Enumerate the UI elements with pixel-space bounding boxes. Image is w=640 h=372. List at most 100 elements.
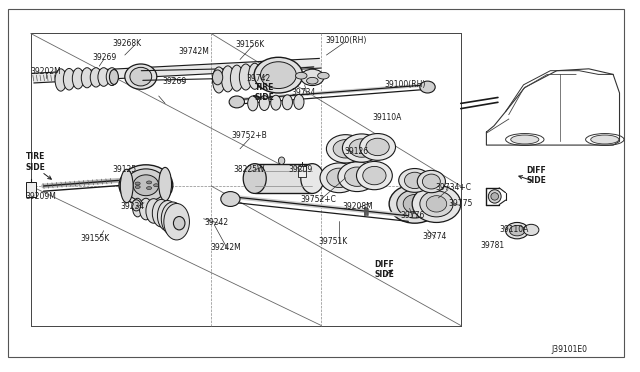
Bar	[26, 182, 36, 197]
Ellipse shape	[422, 174, 440, 189]
Ellipse shape	[260, 62, 296, 89]
Text: 39775: 39775	[448, 199, 472, 208]
Ellipse shape	[326, 135, 365, 163]
Text: 39752+C: 39752+C	[301, 195, 337, 203]
Ellipse shape	[90, 68, 102, 87]
Ellipse shape	[146, 199, 161, 223]
Ellipse shape	[278, 157, 285, 164]
Text: 39269: 39269	[162, 77, 186, 86]
Text: 39110A: 39110A	[372, 113, 402, 122]
Ellipse shape	[147, 181, 152, 184]
Ellipse shape	[248, 96, 258, 111]
Ellipse shape	[229, 96, 244, 108]
Text: 39752+B: 39752+B	[232, 131, 268, 140]
Ellipse shape	[389, 185, 440, 223]
Text: 39209M: 39209M	[26, 192, 56, 201]
Ellipse shape	[320, 163, 358, 193]
Ellipse shape	[119, 165, 173, 206]
Ellipse shape	[301, 164, 324, 193]
Bar	[255, 164, 312, 193]
Ellipse shape	[338, 162, 376, 192]
Ellipse shape	[360, 134, 396, 160]
Ellipse shape	[157, 201, 178, 231]
Text: 39100(RH): 39100(RH)	[384, 80, 426, 89]
Ellipse shape	[133, 175, 159, 196]
Text: 39155K: 39155K	[80, 234, 109, 243]
Text: 39208M: 39208M	[342, 202, 373, 211]
Ellipse shape	[125, 64, 157, 89]
Text: 39202M: 39202M	[31, 67, 61, 76]
Ellipse shape	[254, 57, 303, 93]
Ellipse shape	[212, 67, 225, 93]
Ellipse shape	[403, 195, 426, 213]
Text: 39209: 39209	[288, 165, 312, 174]
Ellipse shape	[511, 135, 539, 144]
Ellipse shape	[135, 182, 140, 185]
Ellipse shape	[63, 68, 75, 90]
Text: 39751K: 39751K	[319, 237, 348, 246]
Ellipse shape	[132, 200, 141, 211]
Ellipse shape	[349, 139, 374, 157]
Text: 39125: 39125	[112, 165, 136, 174]
Ellipse shape	[420, 191, 453, 217]
Ellipse shape	[230, 65, 243, 91]
Ellipse shape	[161, 202, 184, 235]
Ellipse shape	[366, 138, 389, 155]
Text: 39242M: 39242M	[210, 243, 241, 252]
Ellipse shape	[259, 96, 269, 110]
Ellipse shape	[152, 199, 170, 227]
Text: 39742M: 39742M	[178, 47, 209, 56]
Text: DIFF
SIDE: DIFF SIDE	[374, 260, 394, 279]
Ellipse shape	[55, 69, 67, 91]
Text: 39100(RH): 39100(RH)	[325, 36, 367, 45]
Ellipse shape	[301, 69, 324, 86]
Text: 39156K: 39156K	[236, 40, 265, 49]
Ellipse shape	[120, 169, 133, 203]
Ellipse shape	[81, 68, 93, 88]
Ellipse shape	[135, 186, 140, 189]
Ellipse shape	[397, 190, 433, 218]
Ellipse shape	[509, 225, 525, 236]
Text: 39734+C: 39734+C	[435, 183, 471, 192]
Ellipse shape	[239, 64, 252, 90]
Ellipse shape	[356, 161, 392, 190]
Ellipse shape	[307, 77, 318, 84]
Text: 39742: 39742	[246, 74, 271, 83]
Ellipse shape	[282, 95, 292, 110]
Text: 39734: 39734	[291, 88, 316, 97]
Ellipse shape	[147, 187, 152, 190]
Ellipse shape	[125, 169, 166, 202]
Ellipse shape	[109, 70, 118, 84]
Ellipse shape	[426, 196, 447, 212]
Ellipse shape	[294, 94, 304, 109]
Text: 39126: 39126	[344, 147, 369, 156]
Text: DIFF
SIDE: DIFF SIDE	[526, 166, 546, 185]
Ellipse shape	[154, 184, 159, 187]
Ellipse shape	[221, 192, 240, 206]
Text: TIRE
SIDE: TIRE SIDE	[255, 83, 275, 102]
Ellipse shape	[420, 81, 435, 93]
Text: TIRE
SIDE: TIRE SIDE	[26, 152, 45, 171]
Ellipse shape	[342, 134, 381, 162]
Ellipse shape	[344, 167, 370, 186]
Ellipse shape	[417, 170, 445, 193]
Ellipse shape	[164, 203, 189, 240]
Text: 39269: 39269	[93, 53, 117, 62]
Bar	[298, 166, 306, 177]
Ellipse shape	[333, 140, 358, 158]
Ellipse shape	[140, 198, 152, 220]
Ellipse shape	[491, 193, 499, 200]
Text: 39781: 39781	[480, 241, 504, 250]
Ellipse shape	[132, 198, 143, 217]
Ellipse shape	[159, 167, 172, 201]
Ellipse shape	[412, 185, 461, 222]
Ellipse shape	[363, 166, 386, 185]
Ellipse shape	[243, 164, 266, 193]
Text: 39242: 39242	[205, 218, 229, 227]
Text: 39776: 39776	[400, 211, 424, 220]
Text: J39101E0: J39101E0	[552, 345, 588, 354]
Ellipse shape	[327, 168, 352, 187]
Ellipse shape	[221, 66, 234, 92]
Ellipse shape	[488, 190, 501, 203]
Text: 39234: 39234	[120, 202, 145, 211]
